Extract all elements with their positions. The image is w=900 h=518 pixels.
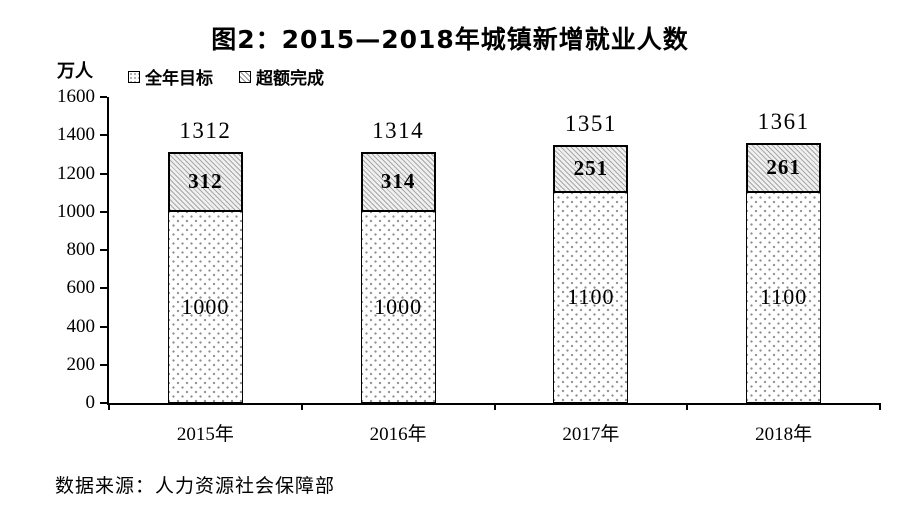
y-axis-tick [100, 363, 107, 366]
chart-title: 图2：2015—2018年城镇新增就业人数 [211, 25, 689, 54]
y-axis-unit-label: 万人 [57, 61, 93, 82]
x-category-label: 2016年 [369, 424, 427, 445]
segment-value-label: 314 [380, 169, 416, 194]
bar-segment-target: 1000 [360, 211, 436, 403]
y-axis-tick-label: 0 [85, 392, 96, 413]
legend-label: 超额完成 [256, 69, 324, 89]
y-axis-tick-label: 1000 [57, 200, 95, 222]
bar-segment-exceeded: 251 [553, 144, 629, 193]
y-axis-tick [100, 325, 107, 328]
bar-segment-exceeded: 261 [746, 142, 822, 193]
bar-2015年: 312 1000 [167, 152, 243, 403]
x-axis-tick [686, 403, 689, 410]
legend-label: 全年目标 [145, 69, 213, 89]
y-axis-tick-label: 1200 [57, 162, 95, 184]
x-axis-tick [300, 403, 303, 410]
y-axis-tick [100, 287, 107, 290]
legend-swatch-hatch-icon [239, 70, 251, 83]
segment-value-label: 1100 [760, 284, 808, 310]
legend: 全年目标 超额完成 [128, 64, 324, 89]
segment-value-label: 261 [766, 155, 801, 180]
y-axis-tick-label: 600 [66, 277, 96, 299]
x-category-label: 2018年 [755, 424, 813, 445]
x-axis-tick [879, 403, 881, 410]
bar-segment-exceeded: 312 [167, 152, 243, 212]
bar-2018年: 261 1100 [746, 142, 822, 403]
y-axis-tick [100, 402, 107, 404]
bar-segment-target: 1100 [553, 192, 629, 403]
y-axis-tick [100, 96, 107, 98]
plot-area: 0 200 400 600 800 1000 1200 1400 1600 312 1000 1312… [57, 86, 881, 445]
segment-value-label: 251 [573, 156, 609, 181]
segment-value-label: 1000 [181, 293, 230, 319]
bar-2017年: 251 1100 [553, 144, 629, 403]
y-axis-tick-label: 200 [66, 353, 96, 375]
segment-value-label: 312 [188, 169, 223, 194]
x-category-label: 2015年 [176, 424, 234, 445]
legend-item-dots: 全年目标 [128, 64, 213, 89]
segment-value-label: 1000 [374, 293, 423, 319]
y-axis-tick-label: 800 [66, 239, 96, 260]
y-axis-tick-label: 1600 [57, 86, 95, 107]
segment-value-label: 1100 [567, 284, 615, 310]
y-axis-tick [100, 134, 107, 137]
legend-item-hatch: 超额完成 [239, 64, 324, 89]
bar-2016年: 314 1000 [360, 151, 436, 403]
y-axis-tick-label: 400 [66, 315, 96, 337]
y-axis-tick-label: 1400 [57, 124, 95, 146]
bar-total-label: 1361 [757, 108, 810, 134]
bar-total-label: 1314 [372, 117, 425, 143]
legend-swatch-dots-icon [128, 70, 140, 83]
x-axis-tick [493, 403, 496, 410]
bar-segment-exceeded: 314 [360, 151, 436, 212]
bar-segment-target: 1100 [746, 192, 822, 403]
y-axis-tick [100, 172, 107, 175]
y-axis-tick [100, 249, 107, 251]
x-axis-tick [108, 403, 110, 410]
bar-total-label: 1312 [179, 118, 232, 144]
x-category-label: 2017年 [562, 424, 620, 445]
data-source-note: 数据来源：人力资源社会保障部 [55, 475, 336, 497]
bar-total-label: 1351 [564, 110, 617, 136]
y-axis-tick [100, 210, 107, 213]
bar-segment-target: 1000 [167, 211, 243, 403]
